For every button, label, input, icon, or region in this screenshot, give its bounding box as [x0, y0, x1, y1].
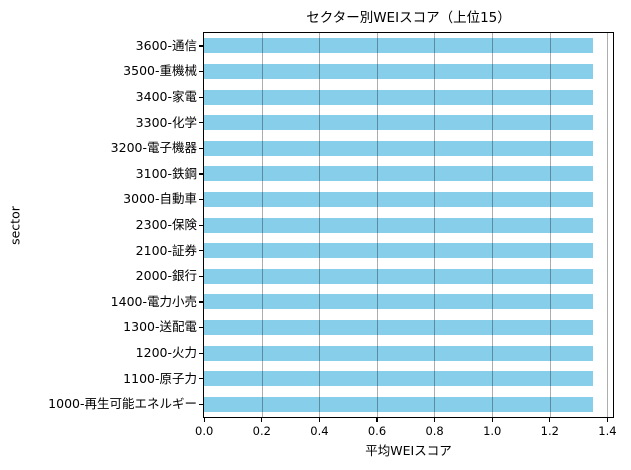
x-tick-mark	[203, 418, 205, 422]
y-tick-label: 1200-火力	[135, 345, 197, 360]
x-tick-label: 1.4	[598, 424, 617, 438]
gridline-0.8	[434, 33, 436, 417]
bar-3500-重機械	[204, 63, 593, 79]
plot-area	[203, 32, 614, 418]
bar-3600-通信	[204, 38, 593, 54]
y-tick-label: 1400-電力小売	[110, 293, 197, 309]
gridline-1.4	[607, 33, 609, 417]
y-tick-label: 3300-化学	[135, 114, 197, 130]
bar-1200-火力	[204, 345, 593, 361]
y-tick-labels: 3600-通信 3500-重機械 3400-家電 3300-化学 3200-電子機器 31…	[7, 33, 197, 418]
y-tick-label: 3200-電子機器	[110, 140, 197, 156]
y-tick-label: 3600-通信	[135, 37, 197, 53]
bar-1300-送配電	[204, 319, 593, 335]
gridline-1.0	[492, 33, 494, 417]
bar-2000-銀行	[204, 268, 593, 284]
chart-title: セクター別WEIスコア（上位15）	[306, 10, 511, 26]
bar-3200-電子機器	[204, 140, 593, 156]
x-tick-mark	[261, 418, 263, 422]
gridline-1.2	[549, 33, 551, 417]
bar-1400-電力小売	[204, 294, 593, 310]
x-tick-mark	[376, 418, 378, 422]
y-tick-label: 1300-送配電	[123, 319, 197, 335]
y-tick-label: 1000-再生可能エネルギー	[48, 396, 197, 412]
bar-3000-自動車	[204, 191, 593, 207]
y-tick-label: 3000-自動車	[123, 191, 197, 207]
gridline-0.6	[376, 33, 378, 417]
bar-3400-家電	[204, 89, 593, 105]
gridline-0.4	[319, 33, 321, 417]
bar-2100-証券	[204, 243, 593, 259]
x-tick-label: 0.8	[425, 424, 444, 438]
x-tick-mark	[549, 418, 551, 422]
x-tick-label: 1.0	[483, 424, 502, 438]
x-tick-mark	[491, 418, 493, 422]
y-tick-label: 3400-家電	[135, 89, 197, 104]
gridline-0.2	[261, 33, 263, 417]
bar-1100-原子力	[204, 371, 593, 387]
y-tick-label: 2100-証券	[135, 242, 197, 258]
bar-1000-再生可能エネルギー	[204, 396, 593, 412]
x-tick-label: 0.4	[310, 424, 329, 438]
x-tick-mark	[318, 418, 320, 422]
bar-3300-化学	[204, 115, 593, 131]
y-tick-label: 2300-保険	[135, 217, 197, 232]
x-tick-label: 0.6	[367, 424, 387, 438]
x-axis-label: 平均WEIスコア	[365, 443, 452, 458]
x-tick-mark	[606, 418, 609, 422]
bar-2300-保険	[204, 217, 593, 233]
y-tick-label: 2000-銀行	[135, 268, 197, 284]
y-tick-label: 3100-鉄鋼	[135, 165, 197, 181]
x-tick-label: 1.2	[540, 424, 559, 438]
y-tick-label: 3500-重機械	[123, 63, 197, 79]
bar-3100-鉄鋼	[204, 166, 593, 182]
x-tick-label: 0.0	[195, 424, 214, 438]
x-tick-labels: 0.0 0.2 0.4 0.6 0.8 1.0 1.2 1.4	[195, 424, 617, 440]
y-tick-label: 1100-原子力	[123, 370, 197, 386]
x-tick-mark	[434, 418, 436, 422]
x-tick-label: 0.2	[252, 424, 271, 438]
